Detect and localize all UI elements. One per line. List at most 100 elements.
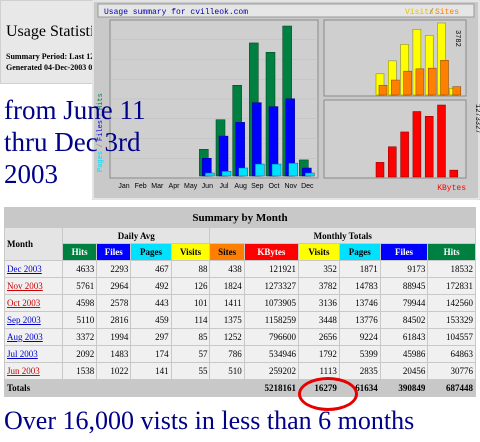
month-tick-may: May	[184, 183, 198, 190]
bar-pages-nov	[288, 162, 298, 177]
col-header-sites-4: Sites	[209, 243, 245, 261]
col-header-pages-7: Pages	[338, 243, 381, 261]
bar-kbytes-dec	[449, 169, 459, 178]
table-title: Summary by Month	[4, 207, 476, 228]
cell-pages: 1871	[338, 260, 381, 278]
ylabel-part-2: Files	[97, 120, 105, 141]
month-link[interactable]: Aug 2003	[7, 332, 43, 342]
cell-pages: 14783	[338, 277, 381, 295]
totals-label: Totals	[3, 379, 211, 397]
bottom-annotation: Over 16,000 vists in less than 6 months	[4, 406, 415, 435]
month-tick-jun: Jun	[202, 183, 213, 190]
bar-kbytes-oct	[424, 116, 434, 178]
month-link[interactable]: Jul 2003	[7, 349, 38, 359]
cell-files: 2964	[96, 277, 132, 295]
cell-files: 2578	[96, 294, 132, 312]
usage-chart-svg: Jan Feb Mar Apr May Jun Jul Aug Sep Oct Nov Dec Page…	[92, 0, 480, 200]
totals-sites-empty	[209, 379, 245, 397]
col-header-hits-9: Hits	[427, 243, 476, 261]
bar-pages-sep	[255, 163, 265, 177]
bar-sites-aug	[403, 70, 412, 96]
cell-hits: 142560	[427, 294, 476, 312]
month-tick-nov: Nov	[284, 183, 297, 190]
month-link[interactable]: Sep 2003	[7, 315, 41, 325]
cell-visits: 57	[170, 345, 211, 363]
usage-summary-chart: Jan Feb Mar Apr May Jun Jul Aug Sep Oct Nov Dec Page…	[92, 0, 480, 200]
col-header-pages-2: Pages	[130, 243, 172, 261]
cell-hits: 30776	[427, 362, 476, 380]
month-link[interactable]: Nov 2003	[7, 281, 43, 291]
table-row: Jul 2003 2092 1483 174 57 786 534946 1792 5399 45…	[4, 345, 476, 363]
cell-pages: 2835	[338, 362, 381, 380]
bar-pages-jun	[205, 172, 215, 177]
month-cell: Oct 2003	[4, 294, 63, 312]
month-link[interactable]: Oct 2003	[7, 298, 41, 308]
cell-pages: 467	[130, 260, 172, 278]
cell-kbytes: 1158259	[243, 311, 299, 329]
col-header-visits-6: Visits	[297, 243, 340, 261]
cell-pages: 5399	[338, 345, 381, 363]
bar-kbytes-sep	[412, 111, 422, 178]
cell-hits: 5761	[61, 277, 98, 295]
totals-hits: 687448	[427, 379, 476, 397]
month-tick-jul: Jul	[220, 183, 229, 190]
cell-hits: 4633	[61, 260, 98, 278]
bar-pages-jul	[221, 171, 232, 177]
totals-kbytes: 5218161	[243, 379, 299, 397]
bar-kbytes-jun	[375, 162, 385, 178]
generated-date: Generated 04-Dec-2003 02:52 CST	[6, 63, 125, 72]
col-header-visits-3: Visits	[170, 243, 211, 261]
table-row: Jun 2003 1538 1022 141 55 510 259202 1113 2835 20…	[4, 362, 476, 380]
visits-max-label: 3782	[453, 30, 461, 47]
legend-sites: Sites	[435, 8, 459, 17]
cell-files: 1022	[96, 362, 132, 380]
bar-pages-dec	[305, 172, 315, 177]
monthly-totals-header: Monthly Totals	[209, 227, 476, 244]
cell-visits: 114	[170, 311, 211, 329]
ylabel-part-0: Pages	[97, 151, 105, 172]
cell-kbytes: 259202	[243, 362, 299, 380]
cell-sites: 786	[209, 345, 245, 363]
cell-kbytes: 1273327	[243, 277, 299, 295]
chart-text: Usage summary for cvilleok.com Visits/Sit…	[97, 3, 475, 18]
cell-files: 1994	[96, 328, 132, 346]
legend-visits: Visits	[405, 8, 434, 17]
month-tick-aug: Aug	[234, 183, 247, 190]
month-tick-jan: Jan	[118, 183, 129, 190]
month-link[interactable]: Jun 2003	[7, 366, 40, 376]
visits-sites-chart-area: 3782	[323, 19, 467, 97]
cell-files: 79944	[379, 294, 429, 312]
summary-period: Summary Period: Last 12 Months	[6, 52, 123, 61]
summary-by-month-table: Summary by Month Month Daily Avg Monthly…	[3, 207, 476, 397]
cell-sites: 1411	[209, 294, 245, 312]
table-row: Aug 2003 3372 1994 297 85 1252 796600 2656 9224 6…	[4, 328, 476, 346]
cell-kbytes: 1073905	[243, 294, 299, 312]
month-link[interactable]: Dec 2003	[7, 264, 42, 274]
cell-pages: 13746	[338, 294, 381, 312]
cell-hits: 104557	[427, 328, 476, 346]
cell-files: 20456	[379, 362, 429, 380]
cell-files: 84502	[379, 311, 429, 329]
cell-pages: 174	[130, 345, 172, 363]
daily-avg-header: Daily Avg	[61, 227, 211, 244]
table-row: Oct 2003 4598 2578 443 101 1411 1073905 3136 137…	[4, 294, 476, 312]
cell-pages: 297	[130, 328, 172, 346]
kbytes-chart-area: 1273327 KBytes	[323, 99, 480, 193]
cell-kbytes: 796600	[243, 328, 299, 346]
cell-pages: 443	[130, 294, 172, 312]
cell-sites: 438	[209, 260, 245, 278]
cell-visits: 1792	[297, 345, 340, 363]
cell-sites: 1252	[209, 328, 245, 346]
totals-row: Totals 5218161 16279 61634 390849 687448	[3, 379, 476, 397]
month-cell: Aug 2003	[4, 328, 63, 346]
bar-pages-aug	[238, 167, 248, 177]
ylabel-part-4: Hits	[97, 93, 105, 110]
cell-hits: 153329	[427, 311, 476, 329]
cell-visits: 88	[170, 260, 211, 278]
cell-pages: 459	[130, 311, 172, 329]
annotation-line-1: from June 11	[4, 95, 146, 125]
cell-pages: 9224	[338, 328, 381, 346]
cell-sites: 1824	[209, 277, 245, 295]
month-tick-mar: Mar	[151, 183, 164, 190]
cell-visits: 3136	[297, 294, 340, 312]
